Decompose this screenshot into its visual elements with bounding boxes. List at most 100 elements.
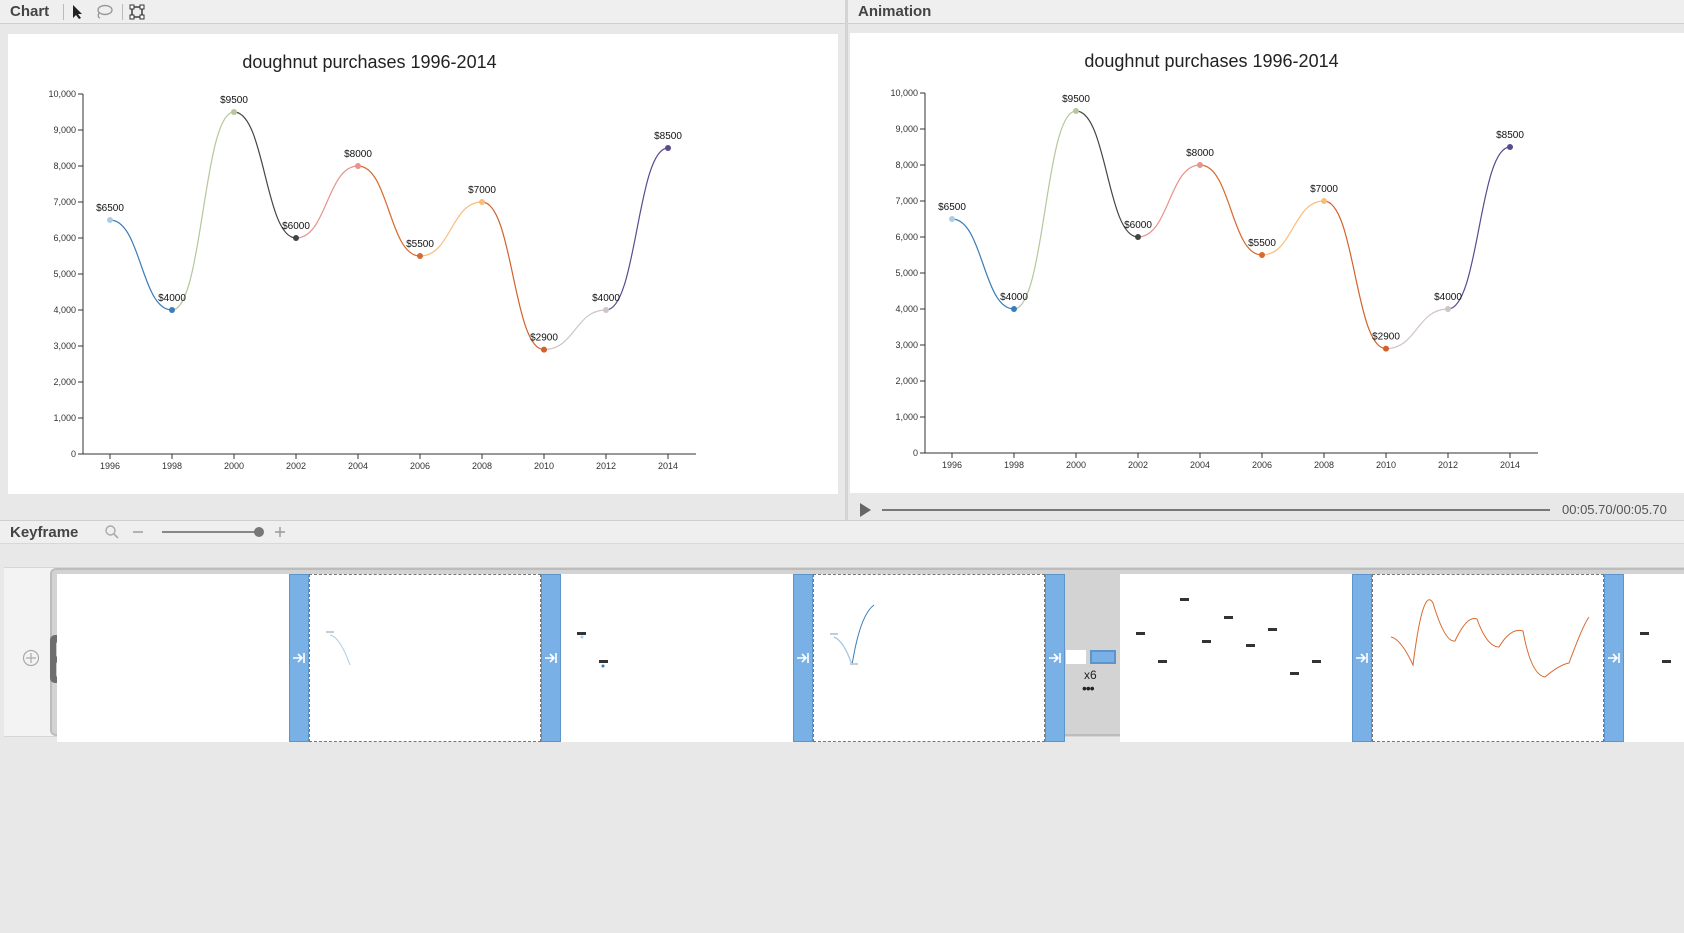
data-label: $8500 xyxy=(1496,130,1524,141)
y-tick-label: 9,000 xyxy=(895,124,918,134)
series-line-segment xyxy=(1199,164,1263,256)
data-label: $8500 xyxy=(654,131,682,142)
keyframe-thumbnail[interactable] xyxy=(309,574,541,742)
transition-icon xyxy=(797,653,809,663)
keyframe-thumbnail[interactable] xyxy=(1624,574,1684,742)
series-line-segment xyxy=(605,147,669,311)
transition-block[interactable] xyxy=(541,574,561,742)
series-line-segment xyxy=(951,218,1015,310)
add-keyframe-icon[interactable] xyxy=(22,649,40,672)
x-tick-label: 2008 xyxy=(472,461,492,471)
y-tick-label: 8,000 xyxy=(895,160,918,170)
collapsed-transition xyxy=(1090,650,1116,664)
data-point xyxy=(1073,108,1079,114)
thumbnail-chart xyxy=(577,632,608,668)
transition-icon xyxy=(1356,653,1368,663)
x-tick-label: 1996 xyxy=(942,460,962,470)
keyframe-thumbnail[interactable] xyxy=(1120,574,1352,742)
transition-block[interactable] xyxy=(793,574,813,742)
more-icon[interactable]: ••• xyxy=(1082,680,1095,696)
keyframe-thumbnail[interactable] xyxy=(813,574,1045,742)
data-label: $6500 xyxy=(96,203,124,214)
x-tick-label: 2002 xyxy=(1128,460,1148,470)
data-label: $7000 xyxy=(468,185,496,196)
data-point xyxy=(603,307,609,313)
zoom-in-button[interactable] xyxy=(274,526,286,538)
zoom-slider-handle[interactable] xyxy=(254,527,265,537)
data-label: $6000 xyxy=(282,221,310,232)
data-label: $6000 xyxy=(1124,220,1152,231)
zoom-out-button[interactable] xyxy=(132,526,144,538)
y-tick-label: 7,000 xyxy=(895,196,918,206)
collapsed-frame xyxy=(1066,650,1086,664)
play-icon[interactable] xyxy=(858,502,872,523)
zoom-slider[interactable] xyxy=(162,526,265,538)
toolbar-divider xyxy=(63,3,65,20)
line-chart: doughnut purchases 1996-2014 0 1,000 2,000 3… xyxy=(48,52,696,471)
series-line-segment xyxy=(171,111,235,311)
keyframe-thumbnail[interactable] xyxy=(57,574,289,742)
data-point xyxy=(231,109,237,115)
transition-block[interactable] xyxy=(1045,574,1065,742)
toolbar-divider xyxy=(122,3,124,20)
data-point xyxy=(1445,306,1451,312)
playback-slider[interactable] xyxy=(882,509,1550,511)
thumbnail-chart xyxy=(1390,599,1590,678)
transition-icon xyxy=(545,653,557,663)
y-tick-label: 10,000 xyxy=(890,88,918,98)
x-tick-label: 2000 xyxy=(1066,460,1086,470)
y-tick-label: 4,000 xyxy=(895,304,918,314)
thumbnail-chart xyxy=(1136,598,1321,675)
y-tick-label: 6,000 xyxy=(53,233,76,243)
panel-splitter[interactable] xyxy=(845,0,848,520)
data-point xyxy=(479,199,485,205)
data-label: $4000 xyxy=(1000,292,1028,303)
chart-canvas[interactable]: doughnut purchases 1996-2014 0 1,000 2,000 3… xyxy=(8,34,838,494)
transition-block[interactable] xyxy=(1604,574,1624,742)
series-line-segment xyxy=(1447,146,1511,310)
y-tick-label: 8,000 xyxy=(53,161,76,171)
collapsed-group[interactable]: x6 ••• xyxy=(1066,574,1118,742)
y-tick-label: 0 xyxy=(71,449,76,459)
pointer-icon[interactable] xyxy=(66,1,90,23)
animation-canvas: doughnut purchases 1996-2014 0 1,000 2,000 3… xyxy=(850,33,1684,493)
keyframe-area: x6 ••• xyxy=(0,545,1684,933)
chart-title: doughnut purchases 1996-2014 xyxy=(242,52,496,72)
x-tick-label: 2000 xyxy=(224,461,244,471)
data-label: $2900 xyxy=(530,333,558,344)
x-tick-label: 2006 xyxy=(410,461,430,471)
data-label: $8000 xyxy=(344,149,372,160)
data-point xyxy=(1011,306,1017,312)
data-label: $8000 xyxy=(1186,148,1214,159)
series-line-segment xyxy=(1013,110,1077,310)
transition-block[interactable] xyxy=(289,574,309,742)
x-tick-label: 1998 xyxy=(1004,460,1024,470)
data-point xyxy=(169,307,175,313)
data-label: $4000 xyxy=(1434,292,1462,303)
y-tick-label: 1,000 xyxy=(895,412,918,422)
data-label: $9500 xyxy=(1062,94,1090,105)
playback-time: 00:05.70/00:05.70 xyxy=(1562,502,1667,517)
x-tick-label: 2006 xyxy=(1252,460,1272,470)
keyframe-thumbnail[interactable] xyxy=(561,574,793,742)
transition-block[interactable] xyxy=(1352,574,1372,742)
data-label: $2900 xyxy=(1372,332,1400,343)
data-point xyxy=(1259,252,1265,258)
data-point xyxy=(355,163,361,169)
series-line-segment xyxy=(1323,200,1387,350)
x-tick-label: 2004 xyxy=(348,461,368,471)
keyframe-thumbnail[interactable] xyxy=(1372,574,1604,742)
lasso-icon[interactable] xyxy=(92,1,116,23)
y-tick-label: 1,000 xyxy=(53,413,76,423)
crop-icon[interactable] xyxy=(125,1,149,23)
data-point xyxy=(949,216,955,222)
data-point xyxy=(1135,234,1141,240)
x-tick-label: 2002 xyxy=(286,461,306,471)
y-tick-label: 6,000 xyxy=(895,232,918,242)
x-tick-label: 2008 xyxy=(1314,460,1334,470)
data-point xyxy=(1321,198,1327,204)
keyframe-panel-title: Keyframe xyxy=(10,523,79,541)
transition-icon xyxy=(1049,653,1061,663)
x-tick-label: 2014 xyxy=(1500,460,1520,470)
x-tick-label: 1996 xyxy=(100,461,120,471)
